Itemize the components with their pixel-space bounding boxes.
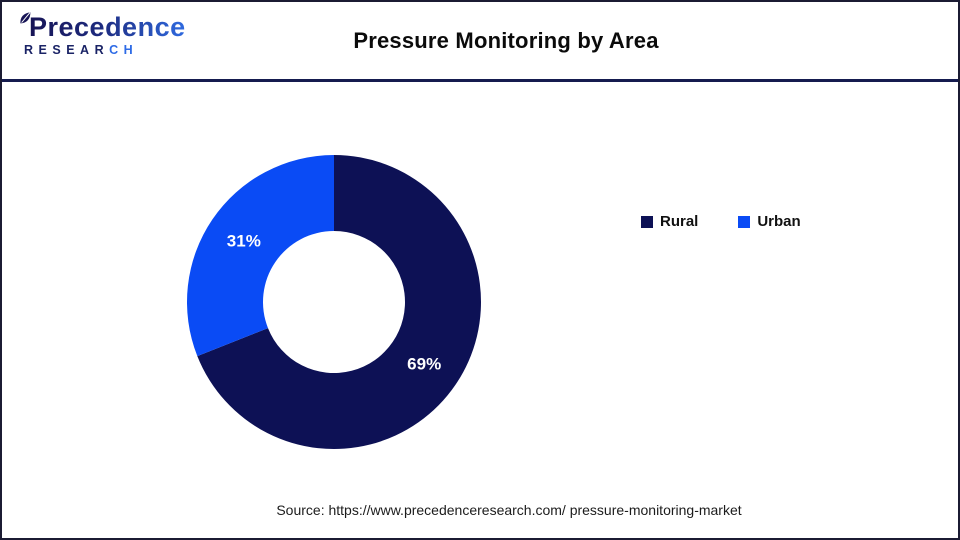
logo-subtext-right: CH <box>109 42 139 57</box>
slice-label-urban: 31% <box>227 232 261 251</box>
legend-swatch-urban <box>738 215 751 228</box>
logo-subtext-left: RESEAR <box>24 42 110 57</box>
chart-area: 69% 31% Rural Urban Source: https://www.p… <box>2 82 958 538</box>
legend-swatch-rural <box>641 215 653 228</box>
donut-slice-rural <box>197 155 481 449</box>
header-bar: Precedence RESEARCH Pressure Monitoring … <box>2 2 958 82</box>
logo-subtext: RESEARCH <box>18 42 186 57</box>
source-citation: Source: https://www.precedenceresearch.c… <box>276 502 742 518</box>
logo-brand-text: Precedence <box>29 12 186 42</box>
chart-legend: Rural Urban <box>641 213 801 230</box>
legend-label-urban: Urban <box>757 213 801 230</box>
legend-label-rural: Rural <box>660 213 699 230</box>
brand-logo: Precedence RESEARCH <box>18 12 186 57</box>
legend-item-rural: Rural <box>641 213 698 230</box>
donut-slice-urban <box>186 155 334 357</box>
legend-item-urban: Urban <box>738 213 801 230</box>
slice-label-rural: 69% <box>407 354 441 373</box>
donut-chart: 69% 31% <box>186 155 481 449</box>
chart-title: Pressure Monitoring by Area <box>353 27 659 53</box>
logo-leaf-icon <box>20 12 31 24</box>
